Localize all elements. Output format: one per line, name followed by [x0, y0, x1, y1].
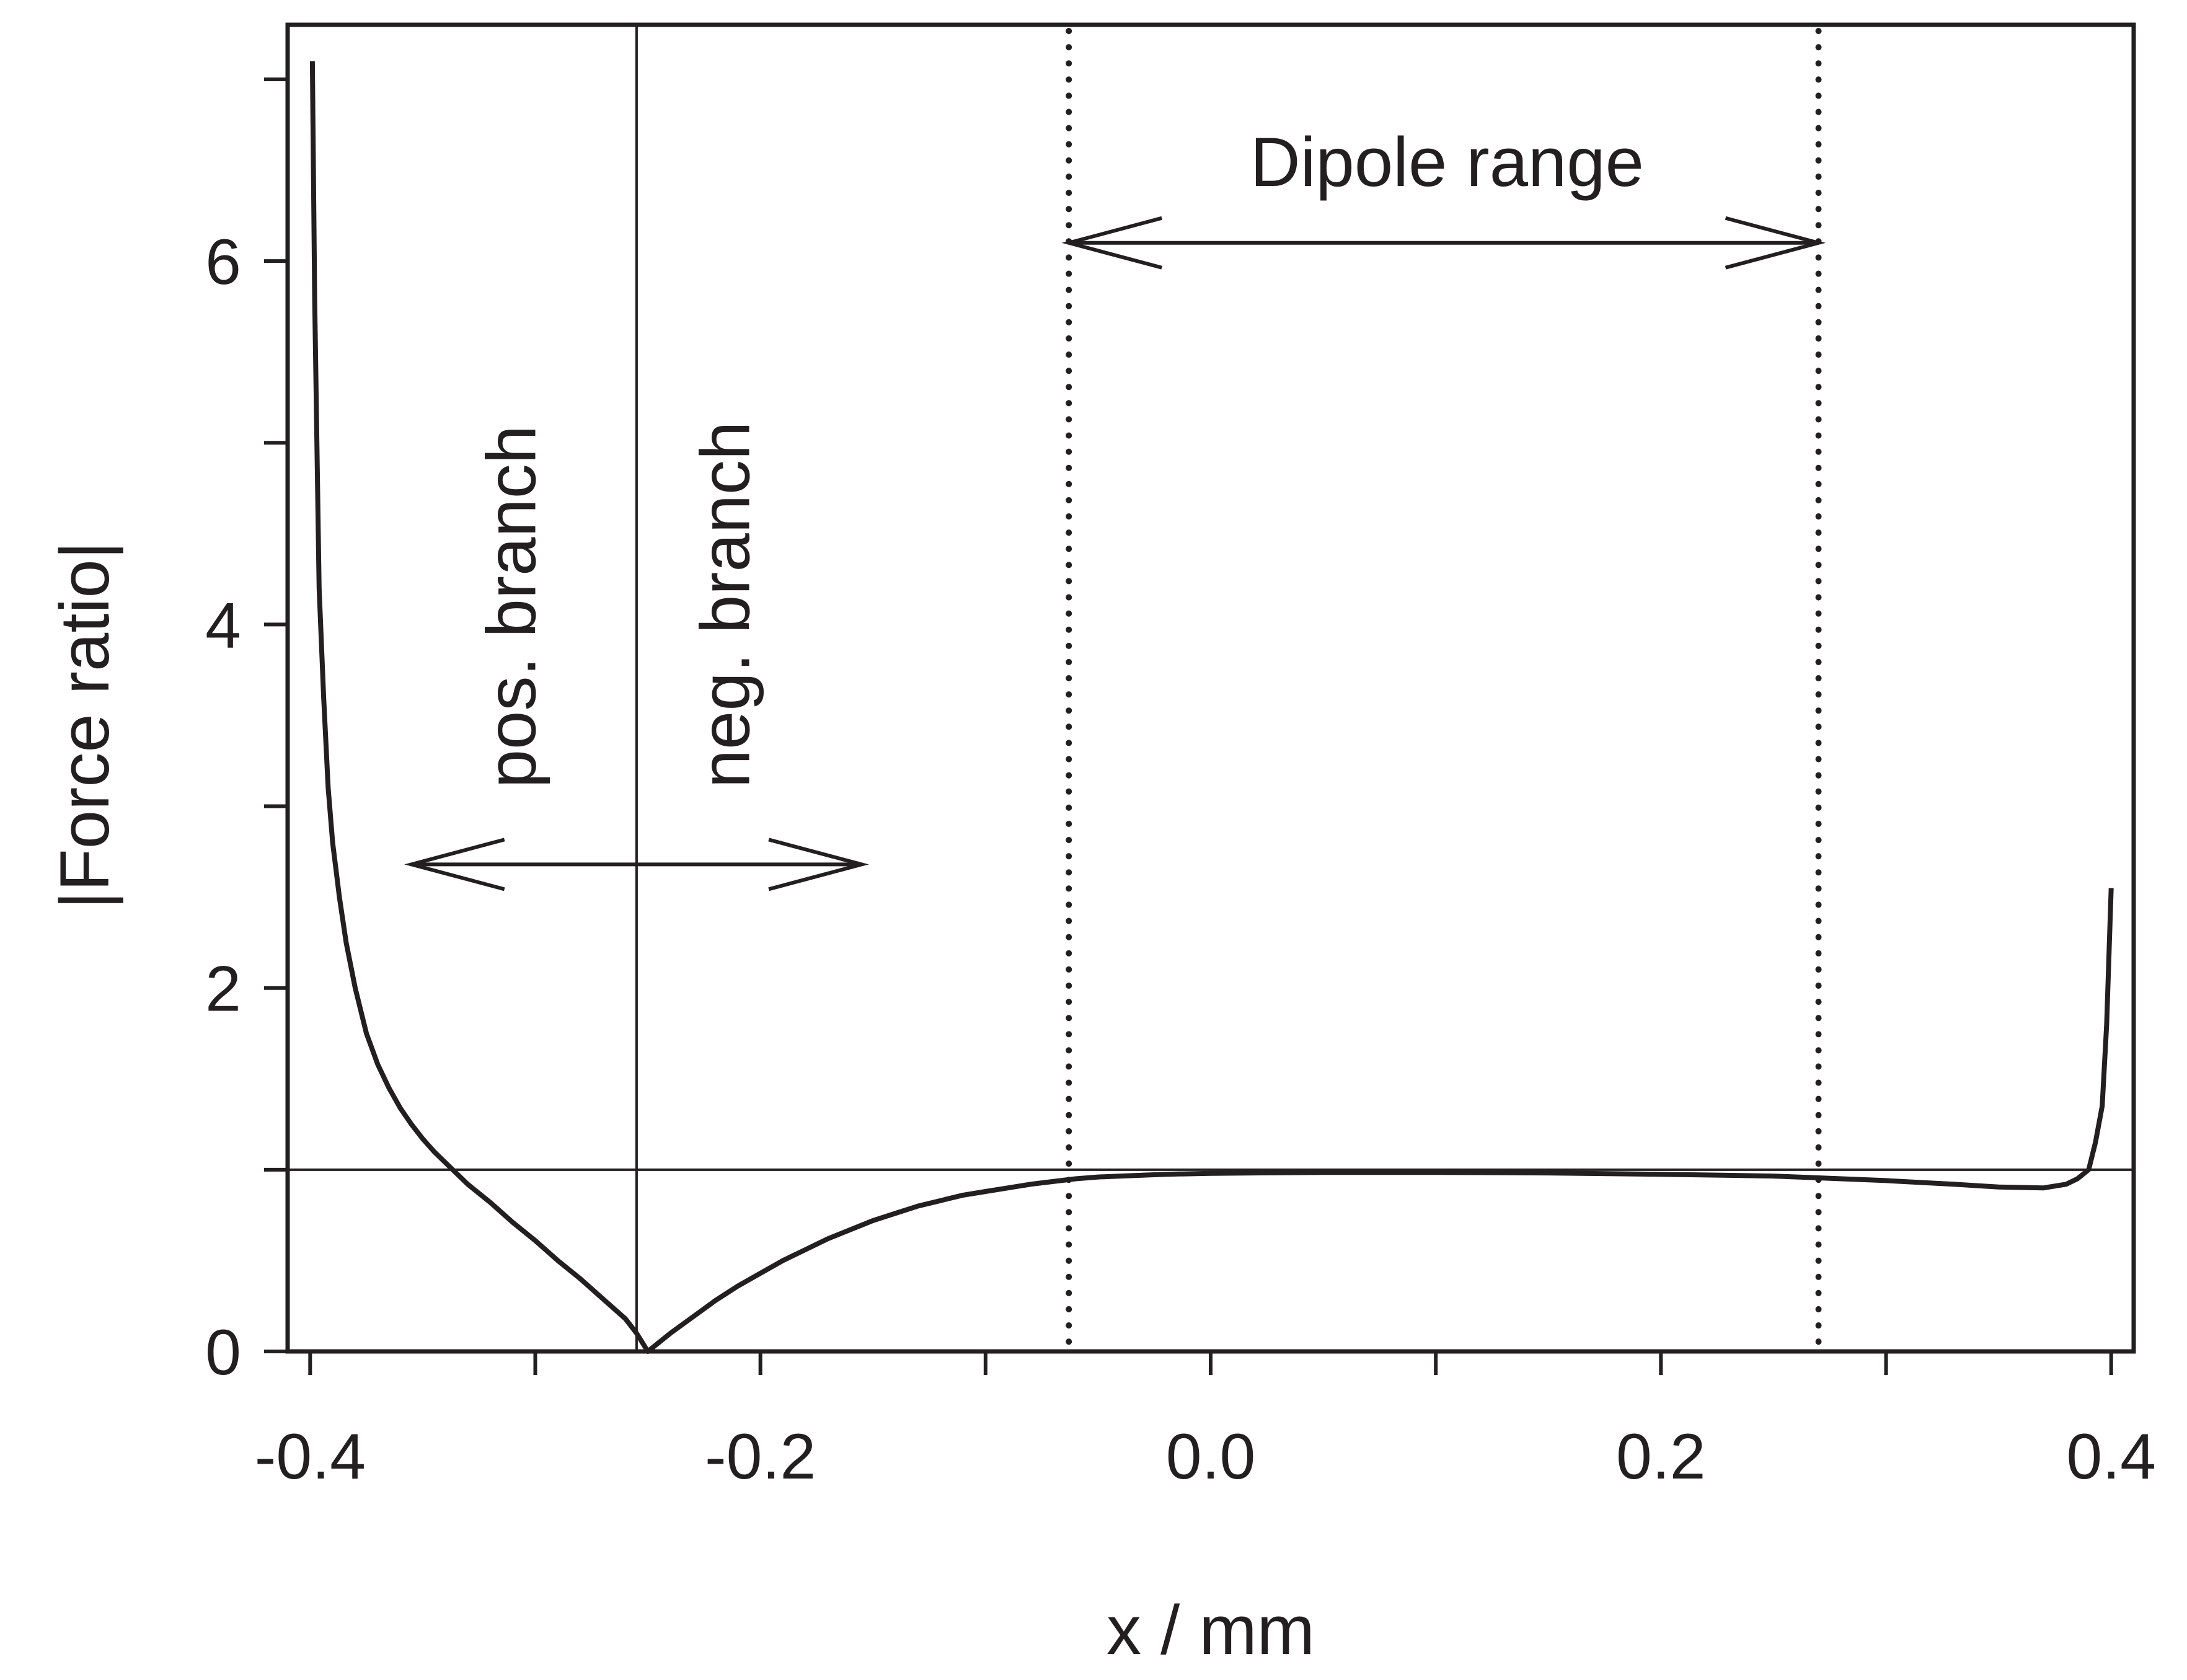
x-axis-title: x / mm: [1107, 1591, 1315, 1669]
x-tick-label-2: 0.0: [1166, 1421, 1256, 1493]
x-tick-label-0: -0.4: [255, 1421, 366, 1493]
y-axis-title: |Force ratio|: [46, 541, 123, 909]
dipole-arrow-head-right: [1725, 216, 1826, 270]
dipole-range-arrow: [1061, 216, 1826, 270]
y-axis-ticks: 0 2 4 6: [205, 77, 288, 1389]
branch-arrow-head-left: [404, 838, 505, 891]
x-axis-ticks: -0.4 -0.2 0.0 0.2 0.4: [255, 1351, 2156, 1493]
dipole-arrow-head-left: [1061, 216, 1162, 270]
dipole-range-label: Dipole range: [1250, 123, 1644, 201]
x-tick-label-1: -0.2: [705, 1421, 816, 1493]
y-tick-label-2: 4: [205, 590, 241, 661]
y-tick-label-1: 2: [205, 953, 241, 1025]
branch-arrow-head-right: [768, 838, 869, 891]
neg-branch-label: neg. branch: [687, 422, 764, 789]
y-tick-label-3: 6: [205, 226, 241, 298]
x-tick-label-3: 0.2: [1616, 1421, 1706, 1493]
pos-branch-label: pos. branch: [472, 425, 550, 788]
plot-frame: [285, 22, 2136, 1354]
x-tick-label-4: 0.4: [2066, 1421, 2156, 1493]
branch-arrow: [404, 838, 869, 891]
y-tick-label-0: 0: [205, 1317, 241, 1389]
force-ratio-curve: [309, 61, 2114, 1354]
